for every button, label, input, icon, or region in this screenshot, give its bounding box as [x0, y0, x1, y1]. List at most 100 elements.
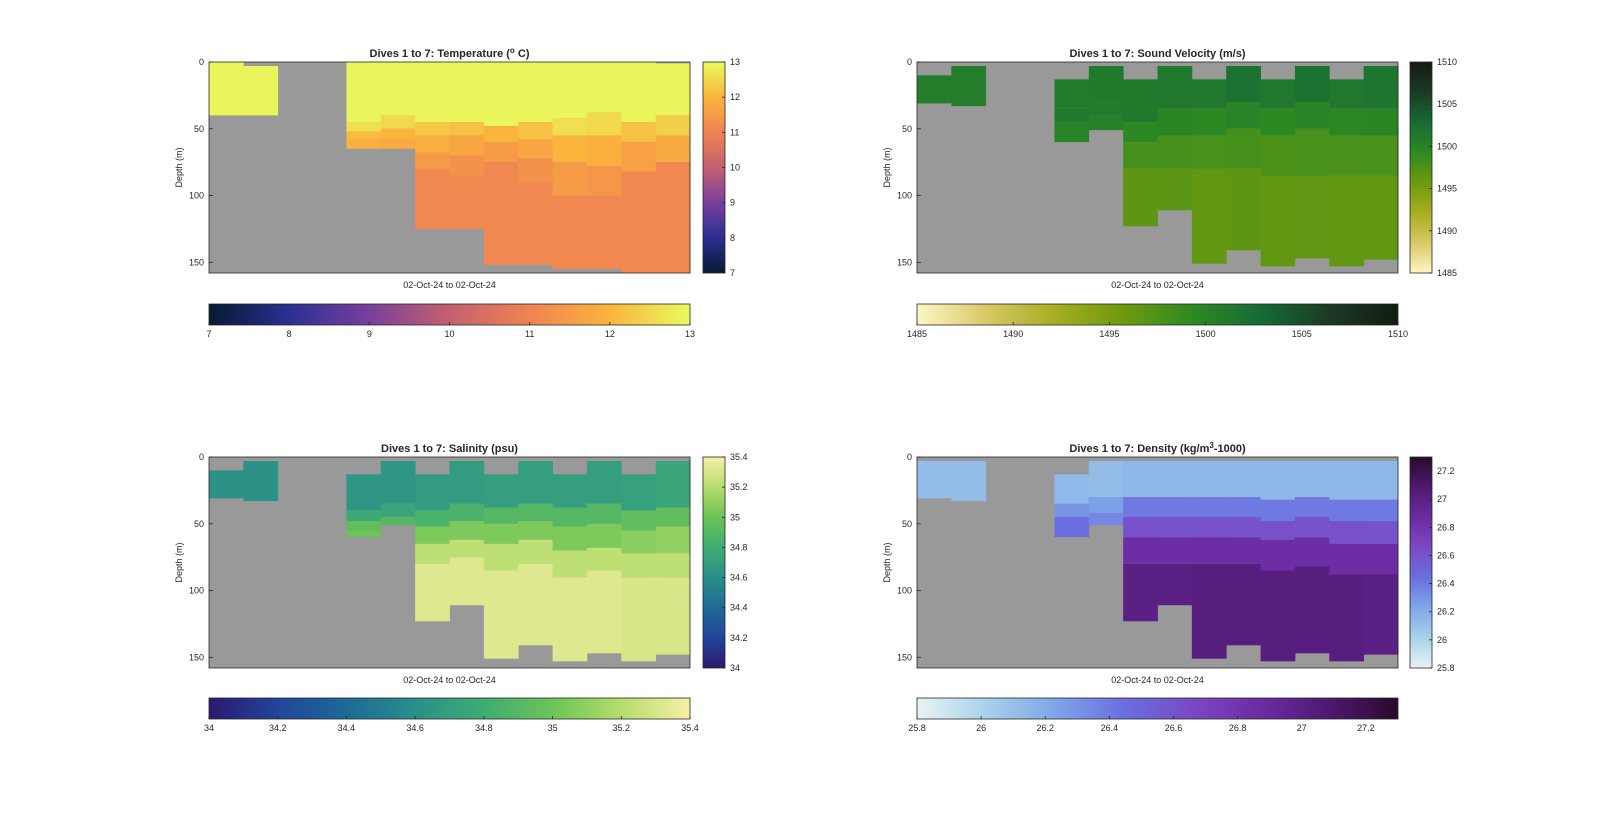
cell-4-1 [346, 122, 382, 132]
vertical-colorbar [702, 456, 726, 669]
hcolorbar-tick-label: 1490 [1003, 329, 1023, 339]
cell-13-1 [655, 115, 691, 136]
colorbar-tick-label: 27.2 [1437, 466, 1455, 476]
y-tick-label: 0 [199, 57, 204, 67]
cell-9-4 [518, 563, 553, 646]
cell-11-0 [586, 461, 622, 504]
cell-8-1 [483, 507, 519, 524]
cell-5-1 [1088, 497, 1124, 514]
hcolorbar-tick-label: 26.6 [1165, 723, 1183, 733]
cell-10-3 [552, 550, 588, 578]
cell-9-0 [518, 62, 553, 123]
y-tick-label: 0 [907, 452, 912, 462]
cell-8-0 [1191, 461, 1227, 498]
cell-10-2 [552, 135, 588, 163]
cell-12-1 [1329, 108, 1365, 136]
y-tick-label: 150 [189, 257, 204, 267]
hcolorbar-tick-label: 26 [976, 723, 986, 733]
cell-12-3 [621, 171, 657, 273]
colorbar-tick-label: 7 [730, 268, 735, 278]
cell-13-3 [1363, 543, 1399, 575]
y-tick-label: 50 [902, 519, 912, 529]
cell-9-2 [518, 139, 553, 159]
cell-8-2 [1191, 517, 1227, 538]
cell-12-3 [1329, 543, 1365, 575]
cell-6-1 [1123, 122, 1158, 143]
cell-7-2 [449, 521, 485, 540]
cell-10-2 [1260, 521, 1296, 540]
cell-11-0 [1294, 461, 1330, 498]
hcolorbar-tick-label: 1500 [1196, 329, 1216, 339]
x-axis-label: 02-Oct-24 to 02-Oct-24 [1111, 675, 1204, 685]
cell-10-0 [1260, 461, 1296, 500]
cell-7-4 [449, 175, 485, 229]
cell-13-2 [655, 135, 691, 163]
cell-7-1 [449, 503, 485, 522]
cell-9-4 [518, 182, 553, 265]
colorbar-tick-label: 25.8 [1437, 663, 1455, 673]
cell-6-3 [1123, 537, 1158, 564]
title-superscript: o [510, 46, 515, 55]
hcolorbar-tick-label: 35 [548, 723, 558, 733]
cell-7-0 [449, 62, 485, 123]
title-main: Dives 1 to 7: Density (kg/m [1069, 443, 1209, 455]
chart-title: Dives 1 to 7: Density (kg/m3-1000) [1069, 441, 1246, 455]
y-tick-label: 0 [907, 57, 912, 67]
cell-7-0 [449, 461, 485, 504]
cell-12-0 [1329, 461, 1365, 500]
colorbar-tick-label: 26.4 [1437, 579, 1455, 589]
hcolorbar-tick-label: 8 [287, 329, 292, 339]
cell-4-1 [1054, 108, 1090, 123]
colorbar-tick-label: 1510 [1437, 57, 1457, 67]
colorbar-tick-label: 26.2 [1437, 607, 1455, 617]
cell-12-0 [621, 62, 657, 123]
cell-6-0 [415, 474, 450, 511]
cell-8-0 [483, 474, 519, 508]
y-tick-label: 150 [897, 257, 912, 267]
cell-7-1 [449, 122, 485, 136]
cell-7-3 [449, 539, 485, 558]
hcolorbar-tick-label: 26.8 [1229, 723, 1247, 733]
title-main: Dives 1 to 7: Temperature ( [370, 48, 511, 60]
cell-10-0 [1260, 79, 1296, 109]
cell-13-2 [655, 526, 691, 554]
cell-13-1 [1363, 499, 1399, 522]
cell-8-2 [483, 523, 519, 544]
hcolorbar-tick-label: 13 [685, 329, 695, 339]
cell-7-1 [1157, 108, 1193, 136]
hcolorbar-tick-label: 34.2 [269, 723, 287, 733]
cell-11-3 [1294, 175, 1330, 259]
cell-9-3 [1226, 537, 1261, 564]
cell-7-1 [1157, 497, 1193, 518]
cell-13-3 [655, 162, 691, 273]
cell-13-0 [655, 63, 691, 116]
x-axis-label: 02-Oct-24 to 02-Oct-24 [403, 675, 496, 685]
chart-title: Dives 1 to 7: Temperature (o C) [370, 46, 530, 60]
cell-5-1 [1088, 102, 1124, 116]
cell-10-3 [1260, 175, 1296, 267]
cell-13-0 [655, 461, 691, 508]
horizontal-colorbar [208, 303, 691, 326]
cell-5-0 [380, 62, 416, 116]
colorbar-tick-label: 1500 [1437, 141, 1457, 151]
colorbar-tick-label: 35 [730, 512, 740, 522]
y-tick-label: 100 [189, 586, 204, 596]
cell-6-0 [1123, 79, 1158, 123]
cell-1-0 [951, 66, 987, 107]
cell-6-1 [415, 510, 450, 527]
cell-11-0 [1294, 66, 1330, 103]
cell-6-3 [415, 543, 450, 564]
cell-13-0 [1363, 461, 1399, 500]
cell-11-1 [586, 503, 622, 524]
hcolorbar-tick-label: 1505 [1292, 329, 1312, 339]
cell-7-0 [1157, 66, 1193, 109]
cell-6-3 [1123, 168, 1158, 227]
cell-8-3 [483, 543, 519, 571]
cell-9-2 [1226, 128, 1261, 169]
cell-4-3 [346, 139, 382, 149]
cell-4-2 [1054, 122, 1090, 143]
y-tick-label: 50 [194, 519, 204, 529]
colorbar-tick-label: 34.8 [730, 542, 748, 552]
cell-4-0 [1054, 474, 1090, 504]
hcolorbar-tick-label: 11 [525, 329, 534, 339]
